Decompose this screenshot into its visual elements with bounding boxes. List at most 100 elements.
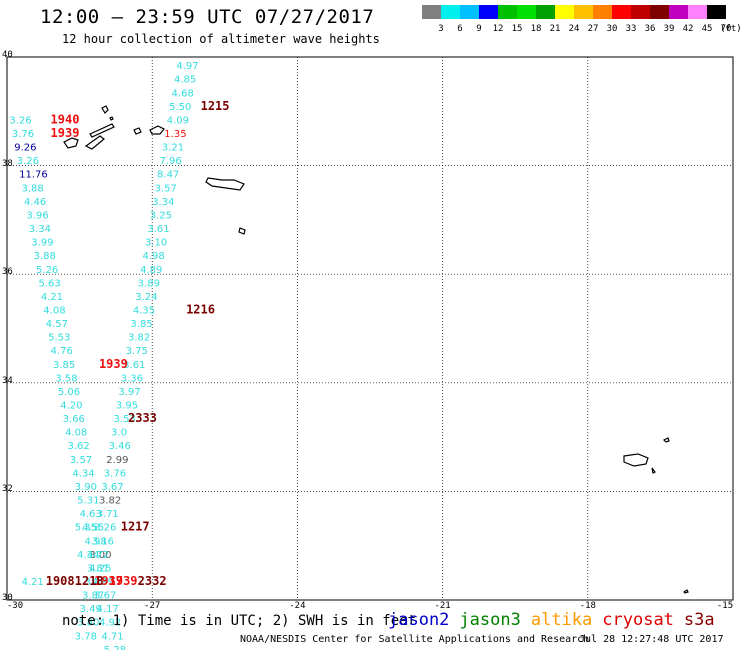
swh-value: 3.34	[152, 197, 174, 208]
map-frame	[6, 56, 734, 601]
colorbar-swatch	[479, 5, 498, 19]
colorbar-label: 6	[457, 24, 463, 34]
swh-value: 3.67	[101, 482, 123, 493]
colorbar-swatch	[650, 5, 669, 19]
colorbar-swatch	[555, 5, 574, 19]
swh-value: 8.47	[157, 170, 179, 181]
swh-value: 5.53	[48, 333, 70, 344]
swh-value: 3.88	[22, 183, 44, 194]
swh-value: 3.53	[113, 414, 135, 425]
lat-tick-label: 34	[2, 375, 13, 386]
colorbar-swatch	[536, 5, 555, 19]
swh-value: 3.66	[63, 414, 85, 425]
colorbar-label: 30	[606, 24, 618, 34]
swh-value: 4.46	[24, 197, 46, 208]
swh-value: 3.62	[68, 441, 90, 452]
swh-value: 3.71	[97, 509, 119, 520]
lon-tick-label: -15	[716, 601, 734, 611]
swh-value: 4.08	[43, 305, 65, 316]
swh-value: 4.34	[72, 468, 94, 479]
pass-time-label: 1216	[186, 302, 215, 316]
swh-value: 3.85	[53, 360, 75, 371]
colorbar-swatch	[707, 5, 726, 19]
swh-value: 1.35	[164, 129, 186, 140]
swh-value: 3.46	[109, 441, 131, 452]
lat-tick-label: 38	[2, 158, 13, 169]
swh-value: 3.26	[17, 156, 39, 167]
swh-value: 3.57	[155, 183, 177, 194]
island-corvo	[109, 116, 114, 121]
swh-value: 3.82	[128, 333, 150, 344]
colorbar-label: 45	[701, 24, 713, 34]
swh-value: 3.78	[75, 631, 97, 642]
swh-value: 3.24	[135, 292, 157, 303]
swh-value: 5.28	[104, 645, 126, 650]
credit-text: NOAA/NESDIS Center for Satellite Applica…	[240, 634, 590, 645]
swh-value: 3.61	[147, 224, 169, 235]
lat-tick-label: 36	[2, 267, 13, 278]
swh-value: 4.98	[84, 536, 106, 547]
colorbar-swatch	[422, 5, 441, 19]
swh-value: 4.25	[89, 563, 111, 574]
swh-value: 3.61	[123, 360, 145, 371]
swh-value: 4.57	[46, 319, 68, 330]
pass-time-label: 1939	[109, 574, 138, 588]
pass-time-label: 1215	[201, 99, 230, 113]
island-graciosa	[133, 127, 142, 135]
swh-value: 4.20	[60, 401, 82, 412]
island-sao-miguel	[205, 177, 245, 191]
swh-value: 4.09	[167, 115, 189, 126]
colorbar-swatch	[612, 5, 631, 19]
colorbar-swatch	[460, 5, 479, 19]
swh-value: 3.36	[121, 373, 143, 384]
colorbar-swatch	[669, 5, 688, 19]
colorbar-label: 42	[682, 24, 694, 34]
swh-value: 5.35	[75, 523, 97, 534]
swh-value: 3.90	[75, 482, 97, 493]
swh-observations: 4.97 4.85 4.68 5.50 4.09 1.35 3.21 7.96 8.47 3.57…	[9, 61, 198, 650]
pass-time-label: 1940	[51, 112, 80, 126]
legend-altika: altika	[530, 610, 593, 630]
pass-time-labels: 1215194019391216193923331217193919371908…	[46, 99, 230, 588]
azores-islands	[63, 105, 689, 594]
swh-value: 3.76	[104, 468, 126, 479]
swh-value: 3.67	[94, 591, 116, 602]
swh-value: 3.75	[126, 346, 148, 357]
swh-value: 3.88	[34, 251, 56, 262]
swh-value: 4.92	[99, 618, 121, 629]
colorbar-label: 21	[549, 24, 561, 34]
swh-value: 3.89	[138, 278, 160, 289]
legend-cryosat: cryosat	[602, 610, 674, 630]
swh-value: 4.68	[172, 88, 194, 99]
map-title: 12:00 – 23:59 UTC 07/27/2017	[40, 6, 375, 28]
swh-value: 3.82	[99, 496, 121, 507]
swh-value: 3.87	[82, 591, 104, 602]
swh-value: 3.99	[31, 238, 53, 249]
swh-value: 4.21	[22, 577, 44, 588]
colorbar-label: 9	[476, 24, 482, 34]
island-madeira	[623, 453, 649, 467]
swh-value: 4.59	[92, 577, 114, 588]
swh-value: 4.08	[65, 428, 87, 439]
pass-time-label: 2332	[138, 574, 167, 588]
swh-value: 4.72	[87, 550, 109, 561]
swh-value: 4.17	[97, 604, 119, 615]
colorbar-swatch	[631, 5, 650, 19]
swh-value: 4.21	[41, 292, 63, 303]
colorbar-label: 36	[644, 24, 656, 34]
colorbar-unit: (ft)	[720, 24, 740, 34]
swh-value: 3.95	[116, 401, 138, 412]
map-subtitle: 12 hour collection of altimeter wave hei…	[62, 32, 380, 46]
swh-value: 3.0	[111, 428, 127, 439]
lat-tick-label: 32	[2, 484, 13, 495]
swh-value: 3.49	[84, 577, 106, 588]
island-faial	[63, 137, 79, 149]
pass-time-label: 1218	[75, 574, 104, 588]
pass-time-label: 2333	[128, 411, 157, 425]
swh-value: 3.00	[89, 550, 111, 561]
swh-value: 5.26	[36, 265, 58, 276]
colorbar-swatch	[441, 5, 460, 19]
swh-value: 4.97	[176, 61, 198, 72]
island-selvagens	[683, 589, 689, 594]
